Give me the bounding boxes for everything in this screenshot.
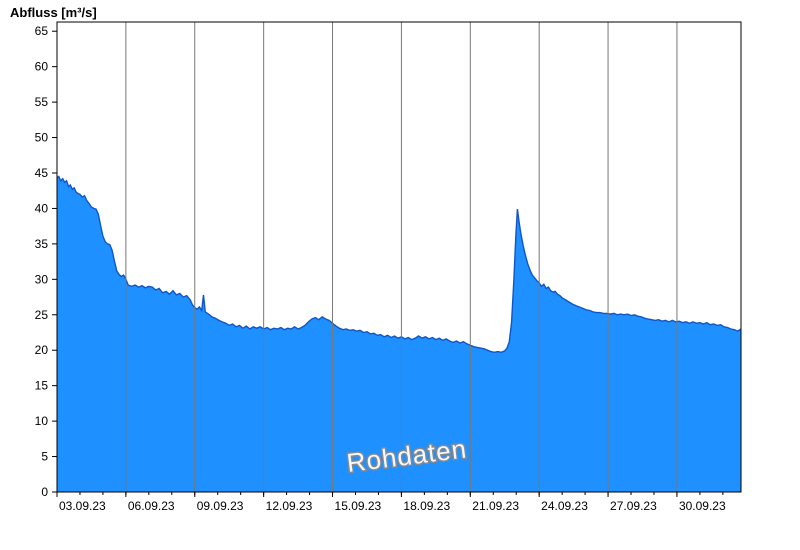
x-tick-label: 09.09.23: [197, 499, 244, 513]
x-tick-label: 12.09.23: [266, 499, 313, 513]
x-tick-label: 27.09.23: [610, 499, 657, 513]
x-tick-label: 21.09.23: [472, 499, 519, 513]
x-tick-label: 06.09.23: [128, 499, 175, 513]
y-tick-label: 15: [35, 379, 49, 393]
y-tick-label: 35: [35, 237, 49, 251]
y-tick-label: 45: [35, 166, 49, 180]
y-tick-label: 0: [41, 485, 48, 499]
y-tick-label: 40: [35, 201, 49, 215]
x-tick-label: 24.09.23: [541, 499, 588, 513]
y-tick-label: 60: [35, 60, 49, 74]
chart-title: Abfluss [m³/s]: [10, 5, 97, 20]
discharge-area: [57, 176, 741, 492]
y-tick-label: 50: [35, 131, 49, 145]
discharge-line: [56, 175, 742, 354]
y-tick-label: 10: [35, 414, 49, 428]
y-tick-label: 20: [35, 343, 49, 357]
plot-border: [56, 21, 742, 493]
y-tick-label: 65: [35, 24, 49, 38]
y-tick-label: 30: [35, 272, 49, 286]
x-tick-label: 30.09.23: [679, 499, 726, 513]
x-tick-label: 18.09.23: [403, 499, 450, 513]
y-tick-label: 25: [35, 308, 49, 322]
y-tick-label: 5: [41, 450, 48, 464]
x-tick-label: 03.09.23: [59, 499, 106, 513]
y-tick-label: 55: [35, 95, 49, 109]
x-tick-label: 15.09.23: [335, 499, 382, 513]
